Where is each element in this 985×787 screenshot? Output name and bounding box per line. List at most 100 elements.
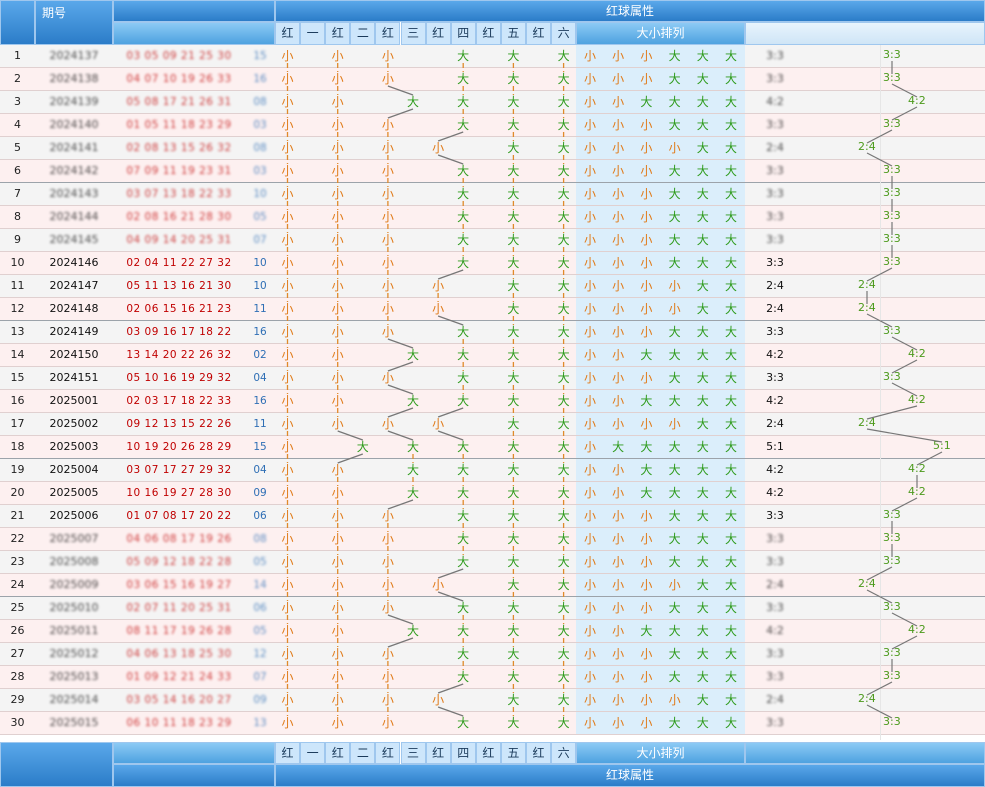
position-1-size: 小 (281, 95, 294, 109)
size-order-3: 小 (640, 164, 653, 178)
size-order-6: 大 (724, 417, 737, 431)
position-1-size: 小 (281, 233, 294, 247)
blue-ball: 15 (253, 50, 267, 62)
position-6-size: 大 (557, 440, 570, 454)
size-order-1: 小 (583, 693, 596, 707)
position-4-size: 大 (457, 371, 470, 385)
size-order-5: 大 (696, 647, 709, 661)
table-row: 10 2024146 02 04 11 22 27 32 10 小小小小小小大大大大大大… (0, 252, 985, 275)
red-balls: 08 11 17 19 26 28 (126, 625, 232, 637)
position-4-size: 大 (457, 670, 470, 684)
size-order-2: 小 (612, 578, 625, 592)
position-1-size: 小 (281, 647, 294, 661)
position-3-size: 小 (381, 49, 394, 63)
size-order-6: 大 (724, 555, 737, 569)
size-order-6: 大 (724, 302, 737, 316)
position-1-size: 小 (281, 348, 294, 362)
pair-label-2: 红 (325, 742, 351, 764)
size-order-bg (576, 298, 745, 320)
issue-number: 2024149 (49, 325, 99, 338)
size-order-4: 大 (668, 486, 681, 500)
position-4-size: 大 (457, 210, 470, 224)
pair-label-10: 红 (526, 742, 552, 764)
position-2-size: 小 (331, 118, 344, 132)
size-order-5: 大 (696, 555, 709, 569)
row-index: 23 (10, 555, 25, 568)
size-order-3: 小 (640, 141, 653, 155)
blue-ball: 10 (253, 280, 267, 292)
position-5-size: 大 (507, 302, 520, 316)
position-3-size: 小 (381, 325, 394, 339)
red-balls: 04 09 14 20 25 31 (126, 234, 232, 246)
table-row: 30 2025015 06 10 11 18 23 29 13 小小小小小小大大大大大大… (0, 712, 985, 735)
size-order-1: 小 (583, 118, 596, 132)
size-order-5: 大 (696, 394, 709, 408)
size-order-2: 小 (612, 187, 625, 201)
size-order-4: 大 (668, 72, 681, 86)
red-balls: 01 09 12 21 24 33 (126, 671, 232, 683)
position-1-size: 小 (281, 578, 294, 592)
issue-number: 2025007 (49, 532, 99, 545)
red-attr-header: 红球属性 (275, 0, 985, 22)
size-ratio: 3:3 (766, 325, 784, 338)
position-1-size: 小 (281, 302, 294, 316)
position-5-size: 大 (507, 95, 520, 109)
position-3-size: 小 (381, 647, 394, 661)
issue-number: 2024147 (49, 279, 99, 292)
size-order-2: 小 (612, 555, 625, 569)
position-1-size: 小 (281, 693, 294, 707)
pair-label-10: 红 (526, 22, 552, 45)
red-balls: 05 09 12 18 22 28 (126, 556, 232, 568)
size-order-1: 小 (583, 670, 596, 684)
issue-number: 2025006 (49, 509, 99, 522)
size-order-4: 大 (668, 509, 681, 523)
blue-ball: 04 (253, 464, 267, 476)
pair-label-9: 五 (500, 742, 526, 764)
row-index: 20 (10, 486, 25, 499)
table-row: 17 2025002 09 12 13 15 22 26 11 小小小小小小小小大大大大… (0, 413, 985, 436)
size-order-bg (576, 206, 745, 228)
blue-ball: 09 (253, 487, 267, 499)
size-order-1: 小 (583, 578, 596, 592)
position-6-size: 大 (557, 141, 570, 155)
size-order-1: 小 (583, 532, 596, 546)
position-6-size: 大 (557, 624, 570, 638)
pair-label-6: 红 (425, 742, 451, 764)
red-balls: 01 07 08 17 20 22 (126, 510, 232, 522)
position-3-size: 小 (381, 72, 394, 86)
table-row: 18 2025003 10 19 20 26 28 29 15 小小大大大大大大大大大大… (0, 436, 985, 459)
red-balls: 13 14 20 22 26 32 (126, 349, 232, 361)
red-balls: 05 08 17 21 26 31 (126, 96, 232, 108)
blue-ball: 06 (253, 602, 267, 614)
size-order-3: 大 (640, 463, 653, 477)
size-order-bg (576, 91, 745, 113)
size-order-5: 大 (696, 440, 709, 454)
size-order-5: 大 (696, 463, 709, 477)
blue-ball: 10 (253, 188, 267, 200)
size-order-bg (576, 275, 745, 297)
row-index: 1 (14, 49, 21, 62)
position-4-size: 小 (432, 141, 445, 155)
position-1-size: 小 (281, 555, 294, 569)
size-order-3: 大 (640, 348, 653, 362)
size-order-3: 大 (640, 440, 653, 454)
size-order-6: 大 (724, 95, 737, 109)
size-order-5: 大 (696, 141, 709, 155)
position-4-size: 小 (432, 302, 445, 316)
ratio-trend-label: 3:3 (883, 600, 901, 613)
position-1-size: 小 (281, 486, 294, 500)
row-index: 21 (10, 509, 25, 522)
blue-ball: 14 (253, 579, 267, 591)
size-ratio: 3:3 (766, 601, 784, 614)
row-index: 25 (10, 601, 25, 614)
footer-blank-3 (113, 764, 275, 787)
position-3-size: 小 (381, 716, 394, 730)
ratio-trend-label: 4:2 (908, 94, 926, 107)
size-order-1: 小 (583, 348, 596, 362)
blue-ball: 11 (253, 303, 267, 315)
size-order-4: 小 (668, 417, 681, 431)
position-4-size: 小 (432, 279, 445, 293)
row-index: 28 (10, 670, 25, 683)
position-6-size: 大 (557, 49, 570, 63)
blue-ball: 15 (253, 441, 267, 453)
